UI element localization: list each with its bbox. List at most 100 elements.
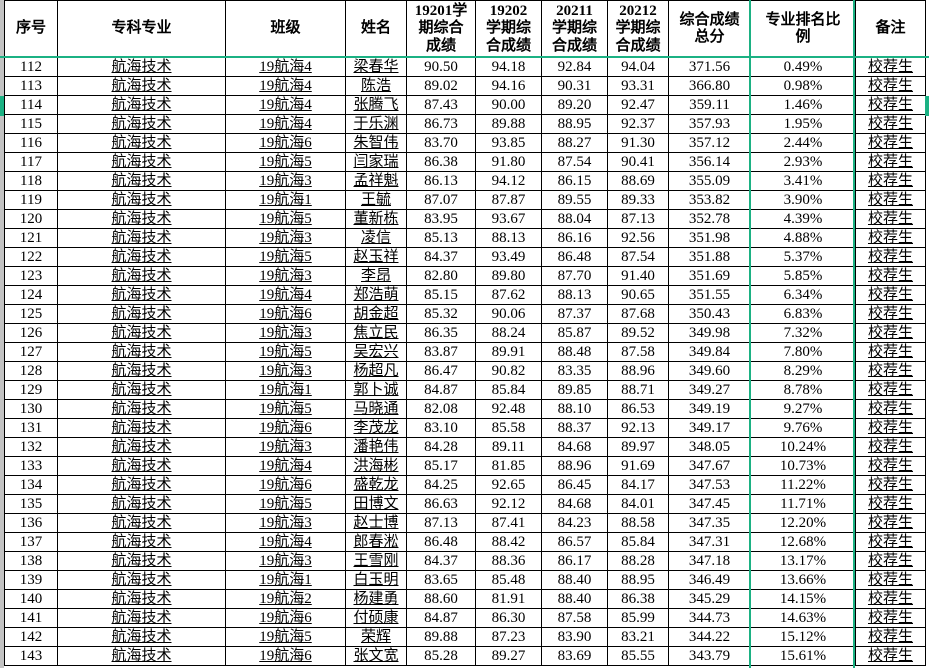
cell-s19201[interactable]: 85.15 xyxy=(406,285,476,305)
cell-total[interactable]: 345.29 xyxy=(668,589,751,609)
cell-s19202[interactable]: 92.65 xyxy=(475,475,542,495)
cell-name[interactable]: 盛乾龙 xyxy=(345,475,407,495)
cell-s20211[interactable]: 87.37 xyxy=(541,304,608,324)
cell-ratio[interactable]: 2.44% xyxy=(750,133,856,153)
cell-s20212[interactable]: 93.31 xyxy=(607,76,669,96)
cell-index[interactable]: 140 xyxy=(4,589,58,609)
cell-s19201[interactable]: 84.25 xyxy=(406,475,476,495)
cell-class[interactable]: 19航海5 xyxy=(225,627,346,647)
cell-s20211[interactable]: 88.10 xyxy=(541,399,608,419)
cell-total[interactable]: 347.45 xyxy=(668,494,751,514)
cell-s19201[interactable]: 89.88 xyxy=(406,627,476,647)
cell-major[interactable]: 航海技术 xyxy=(57,418,226,438)
cell-total[interactable]: 351.88 xyxy=(668,247,751,267)
cell-class[interactable]: 19航海4 xyxy=(225,95,346,115)
cell-ratio[interactable]: 9.76% xyxy=(750,418,856,438)
cell-remark[interactable]: 校荐生 xyxy=(855,266,926,286)
cell-s20211[interactable]: 88.48 xyxy=(541,342,608,362)
cell-s20212[interactable]: 92.56 xyxy=(607,228,669,248)
cell-s19201[interactable]: 89.02 xyxy=(406,76,476,96)
cell-s19202[interactable]: 92.48 xyxy=(475,399,542,419)
cell-s19201[interactable]: 85.13 xyxy=(406,228,476,248)
cell-s20211[interactable]: 83.69 xyxy=(541,646,608,666)
cell-major[interactable]: 航海技术 xyxy=(57,95,226,115)
cell-total[interactable]: 353.82 xyxy=(668,190,751,210)
col-header-index[interactable]: 序号 xyxy=(4,0,58,58)
cell-s20212[interactable]: 94.04 xyxy=(607,57,669,77)
cell-major[interactable]: 航海技术 xyxy=(57,608,226,628)
cell-major[interactable]: 航海技术 xyxy=(57,209,226,229)
cell-class[interactable]: 19航海6 xyxy=(225,133,346,153)
cell-s20211[interactable]: 86.16 xyxy=(541,228,608,248)
cell-ratio[interactable]: 11.22% xyxy=(750,475,856,495)
cell-index[interactable]: 137 xyxy=(4,532,58,552)
cell-name[interactable]: 吴宏兴 xyxy=(345,342,407,362)
cell-ratio[interactable]: 11.71% xyxy=(750,494,856,514)
cell-s19202[interactable]: 88.36 xyxy=(475,551,542,571)
cell-total[interactable]: 347.53 xyxy=(668,475,751,495)
cell-s20212[interactable]: 85.99 xyxy=(607,608,669,628)
cell-total[interactable]: 350.43 xyxy=(668,304,751,324)
cell-class[interactable]: 19航海3 xyxy=(225,437,346,457)
cell-major[interactable]: 航海技术 xyxy=(57,285,226,305)
cell-class[interactable]: 19航海5 xyxy=(225,342,346,362)
cell-s19202[interactable]: 89.27 xyxy=(475,646,542,666)
cell-ratio[interactable]: 0.98% xyxy=(750,76,856,96)
cell-index[interactable]: 135 xyxy=(4,494,58,514)
cell-s19201[interactable]: 83.95 xyxy=(406,209,476,229)
cell-major[interactable]: 航海技术 xyxy=(57,190,226,210)
cell-s19201[interactable]: 88.60 xyxy=(406,589,476,609)
cell-total[interactable]: 352.78 xyxy=(668,209,751,229)
cell-s20212[interactable]: 87.58 xyxy=(607,342,669,362)
cell-remark[interactable]: 校荐生 xyxy=(855,285,926,305)
cell-ratio[interactable]: 4.39% xyxy=(750,209,856,229)
cell-total[interactable]: 344.73 xyxy=(668,608,751,628)
cell-ratio[interactable]: 2.93% xyxy=(750,152,856,172)
cell-name[interactable]: 付硕康 xyxy=(345,608,407,628)
cell-class[interactable]: 19航海5 xyxy=(225,247,346,267)
cell-s19201[interactable]: 84.28 xyxy=(406,437,476,457)
cell-remark[interactable]: 校荐生 xyxy=(855,494,926,514)
cell-major[interactable]: 航海技术 xyxy=(57,133,226,153)
cell-name[interactable]: 田博文 xyxy=(345,494,407,514)
cell-major[interactable]: 航海技术 xyxy=(57,532,226,552)
cell-s20211[interactable]: 88.40 xyxy=(541,570,608,590)
cell-name[interactable]: 白玉明 xyxy=(345,570,407,590)
cell-ratio[interactable]: 6.34% xyxy=(750,285,856,305)
cell-s19202[interactable]: 89.91 xyxy=(475,342,542,362)
cell-s19201[interactable]: 86.35 xyxy=(406,323,476,343)
cell-ratio[interactable]: 10.73% xyxy=(750,456,856,476)
cell-index[interactable]: 129 xyxy=(4,380,58,400)
cell-ratio[interactable]: 3.90% xyxy=(750,190,856,210)
col-header-s20211[interactable]: 20211 学期综 合成绩 xyxy=(541,0,608,58)
cell-s20212[interactable]: 89.97 xyxy=(607,437,669,457)
cell-s20212[interactable]: 86.53 xyxy=(607,399,669,419)
cell-remark[interactable]: 校荐生 xyxy=(855,589,926,609)
cell-class[interactable]: 19航海6 xyxy=(225,646,346,666)
cell-major[interactable]: 航海技术 xyxy=(57,513,226,533)
cell-total[interactable]: 349.19 xyxy=(668,399,751,419)
cell-class[interactable]: 19航海1 xyxy=(225,190,346,210)
cell-remark[interactable]: 校荐生 xyxy=(855,437,926,457)
cell-ratio[interactable]: 12.68% xyxy=(750,532,856,552)
cell-s19201[interactable]: 87.13 xyxy=(406,513,476,533)
cell-class[interactable]: 19航海3 xyxy=(225,513,346,533)
cell-major[interactable]: 航海技术 xyxy=(57,475,226,495)
cell-total[interactable]: 359.11 xyxy=(668,95,751,115)
cell-index[interactable]: 117 xyxy=(4,152,58,172)
cell-index[interactable]: 127 xyxy=(4,342,58,362)
cell-remark[interactable]: 校荐生 xyxy=(855,76,926,96)
cell-s19201[interactable]: 85.32 xyxy=(406,304,476,324)
cell-class[interactable]: 19航海6 xyxy=(225,304,346,324)
cell-s19202[interactable]: 85.48 xyxy=(475,570,542,590)
cell-major[interactable]: 航海技术 xyxy=(57,304,226,324)
cell-s20212[interactable]: 87.54 xyxy=(607,247,669,267)
cell-class[interactable]: 19航海3 xyxy=(225,551,346,571)
cell-remark[interactable]: 校荐生 xyxy=(855,171,926,191)
cell-ratio[interactable]: 13.17% xyxy=(750,551,856,571)
cell-s19202[interactable]: 88.13 xyxy=(475,228,542,248)
cell-major[interactable]: 航海技术 xyxy=(57,342,226,362)
cell-remark[interactable]: 校荐生 xyxy=(855,551,926,571)
cell-s19202[interactable]: 93.85 xyxy=(475,133,542,153)
cell-ratio[interactable]: 5.85% xyxy=(750,266,856,286)
